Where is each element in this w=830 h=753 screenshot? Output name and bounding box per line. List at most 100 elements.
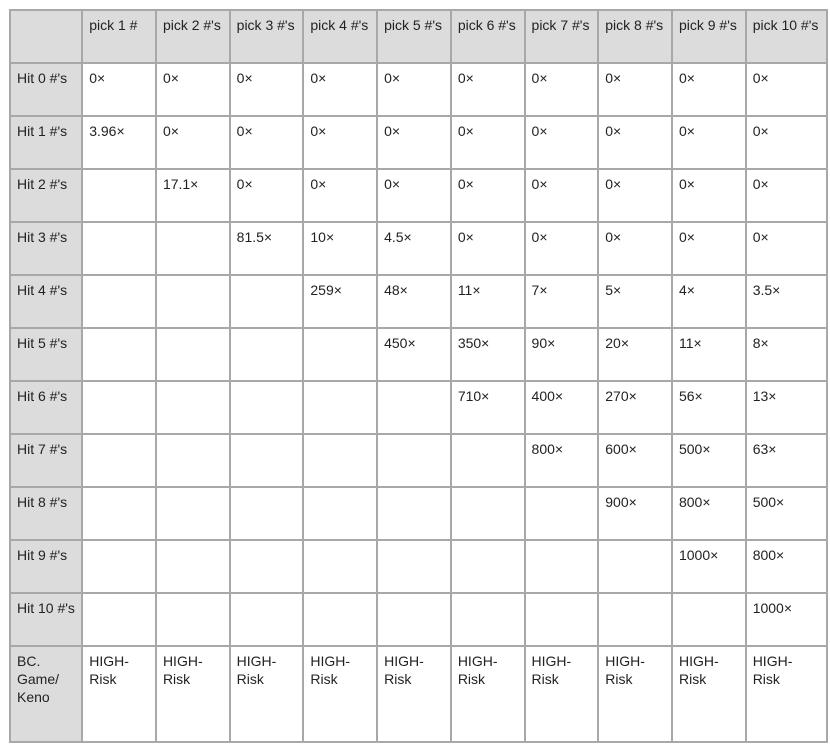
payout-cell: 900× [597, 486, 673, 541]
table-row: Hit 1 #'s 3.96× 0× 0× 0× 0× 0× 0× 0× 0× 0× [8, 115, 829, 170]
payout-cell [449, 433, 526, 488]
payout-cell: 5× [597, 274, 673, 329]
payout-cell [523, 539, 600, 594]
keno-payout-table: pick 1 # pick 2 #'s pick 3 #'s pick 4 #'s pi… [8, 9, 829, 743]
payout-cell: 3.96× [81, 115, 157, 170]
payout-cell: 11× [449, 274, 526, 329]
payout-cell: 0× [228, 62, 305, 117]
column-header: pick 7 #'s [523, 9, 600, 64]
column-header: pick 5 #'s [376, 9, 452, 64]
payout-cell: HIGH- Risk [302, 645, 379, 743]
payout-cell: 0× [744, 221, 829, 276]
payout-cell [597, 539, 673, 594]
payout-cell [81, 168, 157, 223]
row-header: BC. Game/ Keno [8, 645, 84, 743]
payout-cell: 0× [449, 115, 526, 170]
payout-cell [81, 486, 157, 541]
payout-cell: 710× [449, 380, 526, 435]
payout-cell: 56× [670, 380, 747, 435]
payout-cell: 0× [449, 62, 526, 117]
payout-cell: 81.5× [228, 221, 305, 276]
payout-cell: 8× [744, 327, 829, 382]
header-row: pick 1 # pick 2 #'s pick 3 #'s pick 4 #'s pi… [8, 9, 829, 64]
payout-cell: 1000× [744, 592, 829, 647]
payout-cell: 0× [376, 168, 452, 223]
payout-cell [302, 327, 379, 382]
payout-cell: 500× [670, 433, 747, 488]
payout-cell [670, 592, 747, 647]
payout-cell: 17.1× [154, 168, 231, 223]
payout-cell: 400× [523, 380, 600, 435]
payout-cell: 0× [597, 115, 673, 170]
payout-cell [81, 380, 157, 435]
payout-cell: 63× [744, 433, 829, 488]
payout-cell [81, 221, 157, 276]
payout-cell: HIGH- Risk [81, 645, 157, 743]
table-row: BC. Game/ Keno HIGH- Risk HIGH- Risk HIGH- … [8, 645, 829, 743]
payout-cell: 350× [449, 327, 526, 382]
payout-cell: 0× [670, 62, 747, 117]
payout-cell [154, 592, 231, 647]
payout-cell: 0× [523, 168, 600, 223]
payout-cell: 1000× [670, 539, 747, 594]
row-header: Hit 8 #'s [8, 486, 84, 541]
payout-cell [302, 380, 379, 435]
table-row: Hit 5 #'s 450× 350× 90× 20× 11× 8× [8, 327, 829, 382]
row-header: Hit 0 #'s [8, 62, 84, 117]
payout-cell: 450× [376, 327, 452, 382]
payout-cell: HIGH- Risk [670, 645, 747, 743]
column-header: pick 6 #'s [449, 9, 526, 64]
payout-cell: 11× [670, 327, 747, 382]
payout-cell: 0× [376, 62, 452, 117]
payout-cell [154, 539, 231, 594]
row-header: Hit 6 #'s [8, 380, 84, 435]
payout-cell [81, 539, 157, 594]
row-header: Hit 10 #'s [8, 592, 84, 647]
payout-cell [376, 592, 452, 647]
payout-cell: 90× [523, 327, 600, 382]
payout-cell: 0× [154, 115, 231, 170]
payout-cell [154, 380, 231, 435]
payout-cell [228, 592, 305, 647]
payout-cell [81, 327, 157, 382]
column-header: pick 4 #'s [302, 9, 379, 64]
payout-cell: 4× [670, 274, 747, 329]
payout-cell [376, 486, 452, 541]
payout-cell [154, 274, 231, 329]
payout-cell: 0× [597, 62, 673, 117]
row-header: Hit 3 #'s [8, 221, 84, 276]
payout-cell [523, 486, 600, 541]
payout-cell: HIGH- Risk [744, 645, 829, 743]
payout-cell: 13× [744, 380, 829, 435]
table-row: Hit 6 #'s 710× 400× 270× 56× 13× [8, 380, 829, 435]
payout-cell: 10× [302, 221, 379, 276]
payout-cell: 0× [744, 115, 829, 170]
payout-cell: 0× [670, 168, 747, 223]
table-row: Hit 2 #'s 17.1× 0× 0× 0× 0× 0× 0× 0× 0× [8, 168, 829, 223]
payout-cell: 0× [523, 221, 600, 276]
payout-cell [449, 592, 526, 647]
payout-cell [228, 539, 305, 594]
column-header: pick 9 #'s [670, 9, 747, 64]
table-row: Hit 9 #'s 1000× 800× [8, 539, 829, 594]
row-header: Hit 7 #'s [8, 433, 84, 488]
column-header: pick 10 #'s [744, 9, 829, 64]
payout-cell: 0× [449, 168, 526, 223]
payout-cell: 0× [449, 221, 526, 276]
payout-cell: 0× [154, 62, 231, 117]
payout-cell [449, 539, 526, 594]
payout-cell: HIGH- Risk [449, 645, 526, 743]
payout-cell [154, 221, 231, 276]
payout-cell: 0× [744, 168, 829, 223]
payout-cell: 500× [744, 486, 829, 541]
column-header: pick 3 #'s [228, 9, 305, 64]
table-row: Hit 0 #'s 0× 0× 0× 0× 0× 0× 0× 0× 0× 0× [8, 62, 829, 117]
payout-cell: HIGH- Risk [154, 645, 231, 743]
payout-cell: 0× [376, 115, 452, 170]
column-header: pick 8 #'s [597, 9, 673, 64]
payout-cell: 259× [302, 274, 379, 329]
payout-cell: 600× [597, 433, 673, 488]
payout-cell [523, 592, 600, 647]
payout-cell: HIGH- Risk [228, 645, 305, 743]
payout-cell: 0× [81, 62, 157, 117]
